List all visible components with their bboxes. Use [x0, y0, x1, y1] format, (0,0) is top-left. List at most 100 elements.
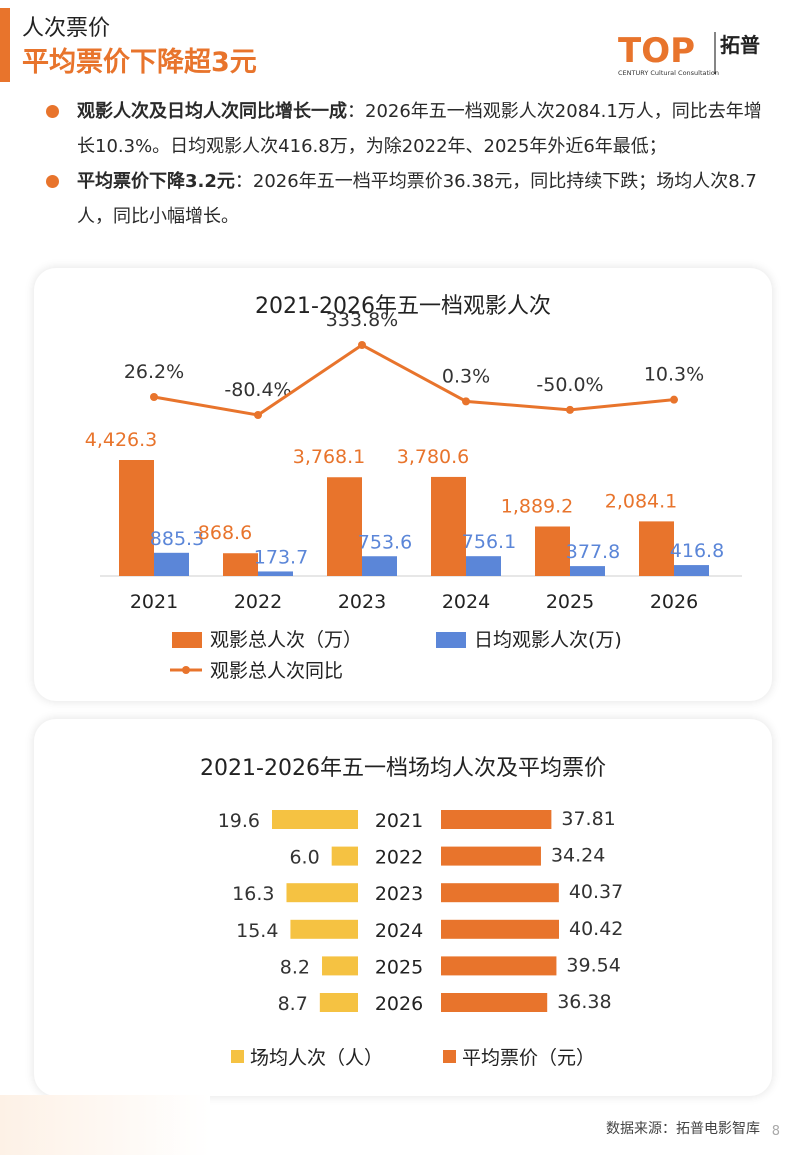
point-yoy-2025 [566, 405, 574, 414]
label-price-2026: 36.38 [557, 991, 611, 1013]
price-chart: 19.6 2021 37.81 6.0 2022 34.24 16.3 2023 40.37 15… [218, 808, 624, 1069]
label-per-show-2024: 15.4 [236, 920, 278, 942]
label-yoy-2023: 333.8% [326, 309, 398, 331]
legend-point-yoy [182, 666, 190, 674]
label-per-show-2026: 8.7 [278, 993, 308, 1015]
bar-price-2024 [441, 919, 559, 939]
bullet-1-text: ：2026年五一档观影人次2084.1万人，同比去年增长10.3%。日均观影人次… [77, 101, 762, 157]
label-daily-2022: 173.7 [254, 546, 308, 568]
bullet-1-bold: 观影人次及日均人次同比增长一成 [77, 101, 347, 122]
label-per-show-2023: 16.3 [232, 883, 274, 905]
label-price-2024: 40.42 [569, 918, 623, 940]
label-daily-2023: 753.6 [358, 531, 412, 553]
bar-daily-2026 [674, 565, 709, 576]
logo-brand: 拓普 [720, 33, 760, 57]
x-tick-2023: 2023 [338, 591, 386, 613]
point-yoy-2021 [150, 392, 158, 401]
chart-1-title: 2021-2026年五一档观影人次 [255, 294, 551, 319]
legend-label-daily: 日均观影人次(万) [474, 629, 622, 651]
bar-per-show-2026 [319, 993, 358, 1012]
bar-daily-2023 [362, 556, 397, 576]
bar-total-2023 [327, 477, 362, 576]
y-tick-2025: 2025 [375, 956, 423, 978]
label-per-show-2022: 6.0 [289, 847, 319, 869]
bar-price-2026 [441, 993, 548, 1012]
y-tick-2021: 2021 [375, 810, 423, 832]
bar-total-2026 [639, 521, 674, 576]
brand-logo: TOP 拓普 CENTURY Cultural Consultation [618, 31, 760, 77]
label-total-2022: 868.6 [198, 522, 252, 544]
bar-total-2022 [223, 553, 258, 576]
point-yoy-2023 [358, 341, 366, 349]
price-chart-card: 2021-2026年五一档场均人次及平均票价 19.6 2021 37.81 6.0 2… [34, 719, 772, 1096]
bar-total-2021 [119, 460, 154, 576]
point-yoy-2024 [462, 397, 470, 406]
data-source: 数据来源：拓普电影智库 [606, 1121, 760, 1137]
label-total-2021: 4,426.3 [85, 429, 158, 451]
bar-total-2024 [431, 476, 466, 576]
label-total-2023: 3,768.1 [293, 446, 366, 468]
label-per-show-2021: 19.6 [218, 810, 260, 832]
label-yoy-2022: -80.4% [224, 379, 291, 401]
label-total-2026: 2,084.1 [605, 490, 678, 512]
legend-label-total: 观影总人次（万） [210, 629, 362, 651]
bar-price-2021 [441, 810, 552, 829]
bar-per-show-2021 [272, 810, 358, 829]
watermark-area [0, 1095, 210, 1155]
bullet-item-2: 平均票价下降3.2元：2026年五一档平均票价36.38元，同比持续下跌；场均人… [44, 164, 774, 234]
label-price-2023: 40.37 [569, 881, 623, 903]
page-number: 8 [771, 1124, 780, 1139]
label-total-2024: 3,780.6 [397, 446, 470, 468]
legend-swatch-per-show [231, 1050, 244, 1063]
legend-swatch-price [443, 1050, 456, 1063]
bar-daily-2021 [154, 552, 189, 576]
bar-price-2025 [441, 956, 557, 976]
label-price-2025: 39.54 [566, 954, 620, 976]
bar-price-2022 [441, 846, 541, 866]
bar-daily-2022 [258, 571, 293, 576]
accent-bar [0, 8, 10, 82]
legend-label-yoy: 观影总人次同比 [210, 660, 343, 682]
bullet-dot-icon [46, 175, 59, 188]
label-yoy-2021: 26.2% [124, 361, 184, 383]
bar-price-2023 [441, 883, 559, 903]
label-daily-2025: 377.8 [566, 541, 620, 563]
bar-daily-2024 [466, 556, 501, 576]
logo-sub: CENTURY Cultural Consultation [618, 69, 719, 77]
point-yoy-2026 [670, 395, 678, 404]
y-tick-2023: 2023 [375, 883, 423, 905]
series-line-yoy [153, 343, 675, 417]
y-tick-2024: 2024 [375, 920, 423, 942]
x-tick-2024: 2024 [442, 591, 490, 613]
bullet-item-1: 观影人次及日均人次同比增长一成：2026年五一档观影人次2084.1万人，同比去… [44, 94, 774, 164]
y-tick-2026: 2026 [375, 993, 423, 1015]
legend-label-per-show: 场均人次（人） [250, 1047, 383, 1069]
x-tick-2021: 2021 [130, 591, 178, 613]
label-yoy-2024: 0.3% [442, 365, 490, 387]
logo-text: TOP [618, 31, 695, 71]
bar-per-show-2024 [290, 919, 358, 939]
audience-chart-card: 2021-2026年五一档观影人次 4,426.3 885.3 2021 26.2% 8… [34, 268, 772, 701]
legend-label-price: 平均票价（元） [462, 1047, 595, 1069]
x-tick-2026: 2026 [650, 591, 698, 613]
label-daily-2024: 756.1 [462, 531, 516, 553]
x-tick-2025: 2025 [546, 591, 594, 613]
label-yoy-2025: -50.0% [536, 374, 603, 396]
bullet-dot-icon [46, 105, 59, 118]
bullet-2-text: ：2026年五一档平均票价36.38元，同比持续下跌；场均人次8.7人，同比小幅… [77, 171, 757, 227]
label-daily-2021: 885.3 [150, 528, 204, 550]
bullet-2-bold: 平均票价下降3.2元 [77, 171, 235, 192]
legend-swatch-daily [436, 632, 466, 648]
label-price-2022: 34.24 [551, 845, 605, 867]
bullet-list: 观影人次及日均人次同比增长一成：2026年五一档观影人次2084.1万人，同比去… [44, 94, 774, 234]
bar-total-2025 [535, 526, 570, 576]
label-yoy-2026: 10.3% [644, 364, 704, 386]
section-label: 人次票价 [22, 16, 111, 41]
label-daily-2026: 416.8 [670, 540, 724, 562]
chart-2-title: 2021-2026年五一档场均人次及平均票价 [200, 756, 606, 781]
legend-swatch-total [172, 632, 202, 648]
label-total-2025: 1,889.2 [501, 495, 574, 517]
point-yoy-2022 [254, 411, 262, 419]
bar-per-show-2022 [331, 846, 358, 866]
